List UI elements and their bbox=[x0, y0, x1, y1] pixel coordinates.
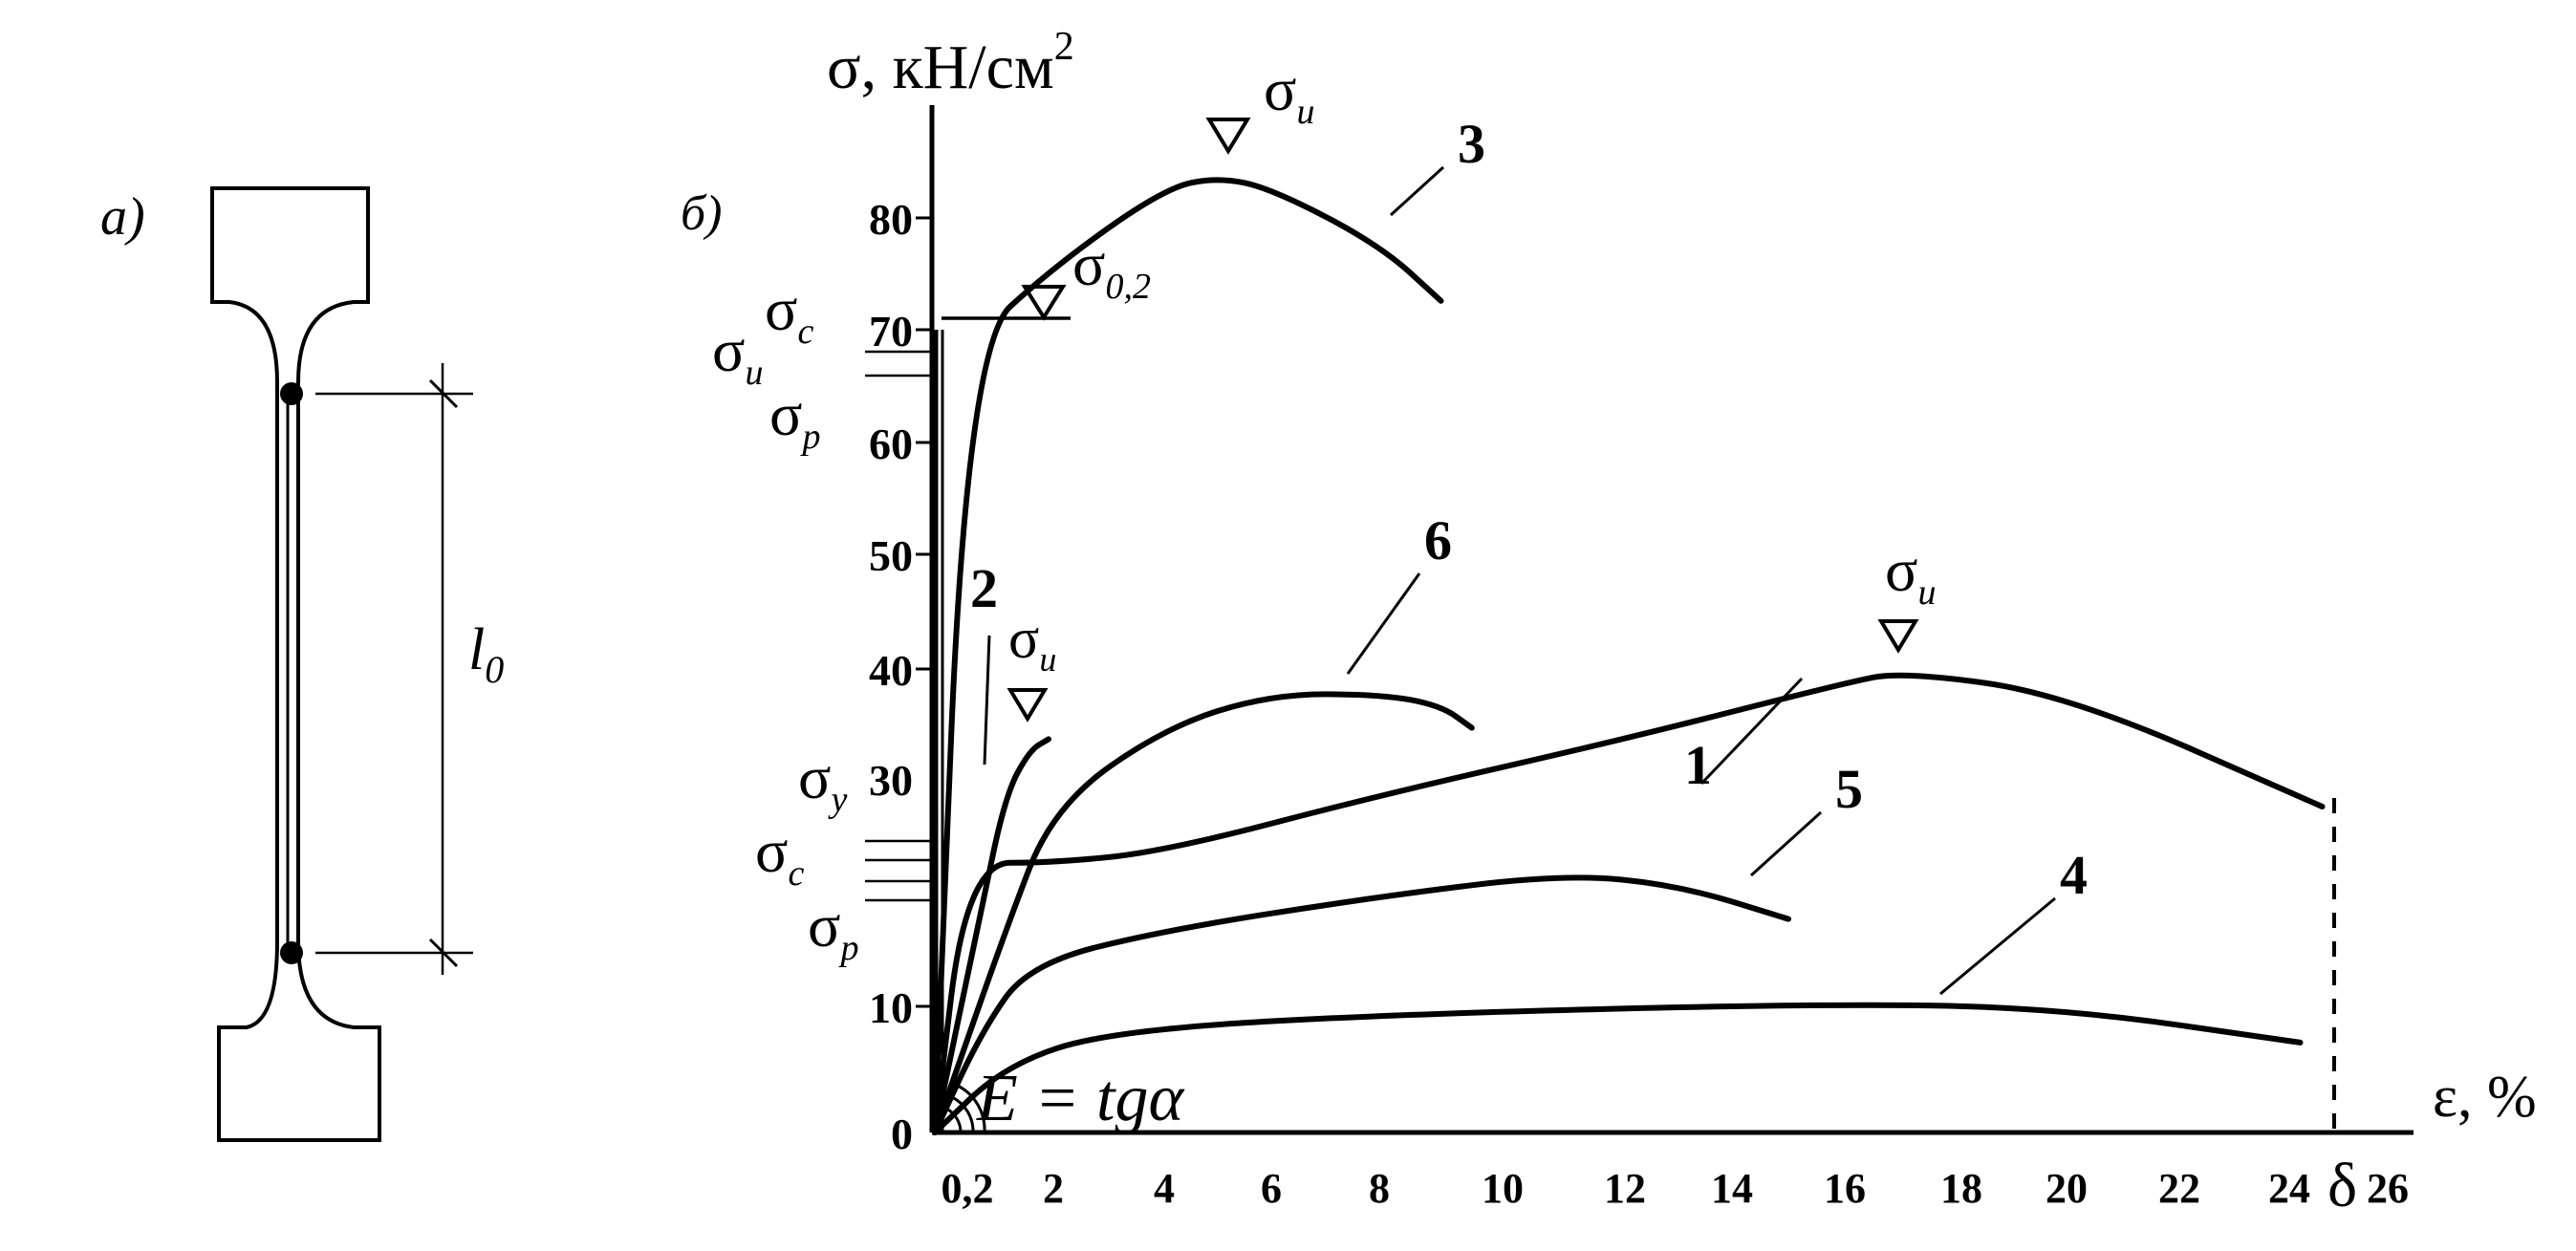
panel-b-label: б) bbox=[681, 186, 722, 241]
x-tick-label: 16 bbox=[1824, 1165, 1866, 1212]
y-tick-label: 60 bbox=[869, 420, 913, 468]
sigma-u-curve1: σu bbox=[1885, 536, 1937, 613]
leader-curve-5 bbox=[1749, 810, 1823, 877]
leader-curve-3 bbox=[1389, 165, 1445, 217]
x-tick-label: 0,2 bbox=[942, 1165, 994, 1212]
curve-6 bbox=[932, 691, 1475, 1135]
angle-arc bbox=[945, 1107, 963, 1133]
angle-arc bbox=[951, 1095, 975, 1133]
y-tick-label: 70 bbox=[869, 307, 913, 356]
gauge-mark-bottom bbox=[280, 941, 303, 964]
ultimate-markers bbox=[1007, 118, 1919, 723]
curve-numbers: 3 2 6 1 5 4 bbox=[970, 113, 2088, 906]
leader-curve-6 bbox=[1346, 572, 1421, 675]
x-tick-label: 22 bbox=[2158, 1165, 2200, 1212]
sigma-c-lower: σc bbox=[755, 817, 805, 894]
curve-leaders bbox=[983, 165, 2056, 996]
x-axis-title: ε, % bbox=[2433, 1065, 2537, 1130]
x-tick-label: 6 bbox=[1261, 1165, 1282, 1212]
sigma-u-upper: σu bbox=[712, 316, 764, 393]
x-tick-label: 26 bbox=[2367, 1165, 2409, 1212]
y-tick-label: 30 bbox=[869, 756, 913, 805]
x-tick-label: 14 bbox=[1711, 1165, 1753, 1212]
y-tick-label: 80 bbox=[869, 195, 913, 244]
curve-1 bbox=[932, 672, 2326, 1135]
sigma-02-curve3: σ0,2 bbox=[1072, 230, 1151, 307]
x-tick-label: 2 bbox=[1043, 1165, 1064, 1212]
y-ticks bbox=[916, 216, 932, 1008]
elongation-delta-label: δ bbox=[2327, 1151, 2357, 1220]
y-tick-label: 10 bbox=[869, 983, 913, 1032]
dimension-tick-bottom bbox=[428, 938, 459, 968]
x-tick-label: 20 bbox=[2046, 1165, 2088, 1212]
curve-number-4: 4 bbox=[2060, 844, 2088, 906]
x-tick-labels: 0,2 2 4 6 8 10 12 14 16 18 20 22 24 26 bbox=[942, 1165, 2410, 1212]
y-axis-title: σ, кН/см2 bbox=[827, 25, 1074, 102]
triangle-marker-icon bbox=[1021, 285, 1067, 321]
specimen-outline bbox=[212, 188, 379, 1140]
sigma-p-lower: σp bbox=[808, 892, 859, 968]
curve-2 bbox=[932, 736, 1051, 1135]
x-tick-label: 24 bbox=[2268, 1165, 2310, 1212]
curve-4 bbox=[932, 1002, 2304, 1135]
y-tick-labels: 0 10 30 40 50 60 70 80 bbox=[869, 195, 913, 1158]
curve-3 bbox=[932, 177, 1444, 1135]
top-stress-marks: σu σ0,2 σu σu bbox=[1008, 55, 1937, 679]
panel-a-label: а) bbox=[100, 187, 145, 247]
curve-number-5: 5 bbox=[1835, 758, 1863, 820]
sigma-u-curve2: σu bbox=[1008, 607, 1056, 679]
triangle-marker-icon bbox=[1007, 688, 1049, 723]
sigma-y-lower: σy bbox=[798, 744, 848, 820]
dimension-tick-top bbox=[428, 378, 459, 409]
angle-alpha-marks bbox=[945, 1084, 986, 1133]
curve-number-6: 6 bbox=[1424, 509, 1452, 572]
leader-curve-1 bbox=[1699, 677, 1804, 786]
gauge-mark-top bbox=[280, 382, 303, 405]
curve-number-3: 3 bbox=[1458, 113, 1485, 175]
sigma-p-upper: σp bbox=[769, 380, 821, 457]
curves bbox=[932, 177, 2326, 1135]
y-tick-label: 50 bbox=[869, 531, 913, 580]
specimen-body bbox=[210, 186, 381, 1142]
y-tick-label: 40 bbox=[869, 646, 913, 695]
x-tick-label: 12 bbox=[1604, 1165, 1646, 1212]
sigma-c-upper: σc bbox=[765, 275, 814, 352]
x-tick-label: 18 bbox=[1940, 1165, 1982, 1212]
x-tick-label: 8 bbox=[1369, 1165, 1390, 1212]
leader-curve-2 bbox=[983, 635, 991, 766]
triangle-marker-icon bbox=[1877, 619, 1919, 654]
x-tick-label: 4 bbox=[1154, 1165, 1175, 1212]
left-stress-marks: σc σu σp σy σc σp bbox=[712, 275, 935, 968]
diagram-panel: б) σ, кН/см2 ε, % 0 10 30 40 50 60 70 80 bbox=[681, 25, 2537, 1220]
gauge-length-label: l0 bbox=[468, 617, 504, 691]
triangle-marker-icon bbox=[1205, 118, 1251, 155]
curve-number-1: 1 bbox=[1684, 734, 1712, 796]
curve-number-2: 2 bbox=[970, 557, 998, 619]
specimen-panel: а) l0 bbox=[100, 186, 504, 1142]
curve-5 bbox=[932, 874, 1791, 1135]
leader-curve-4 bbox=[1939, 896, 2056, 996]
x-tick-label: 10 bbox=[1482, 1165, 1524, 1212]
sigma-u-curve3: σu bbox=[1264, 55, 1315, 132]
modulus-formula: E = tgα bbox=[976, 1062, 1184, 1135]
y-tick-label: 0 bbox=[891, 1110, 913, 1158]
angle-arc bbox=[957, 1084, 986, 1133]
